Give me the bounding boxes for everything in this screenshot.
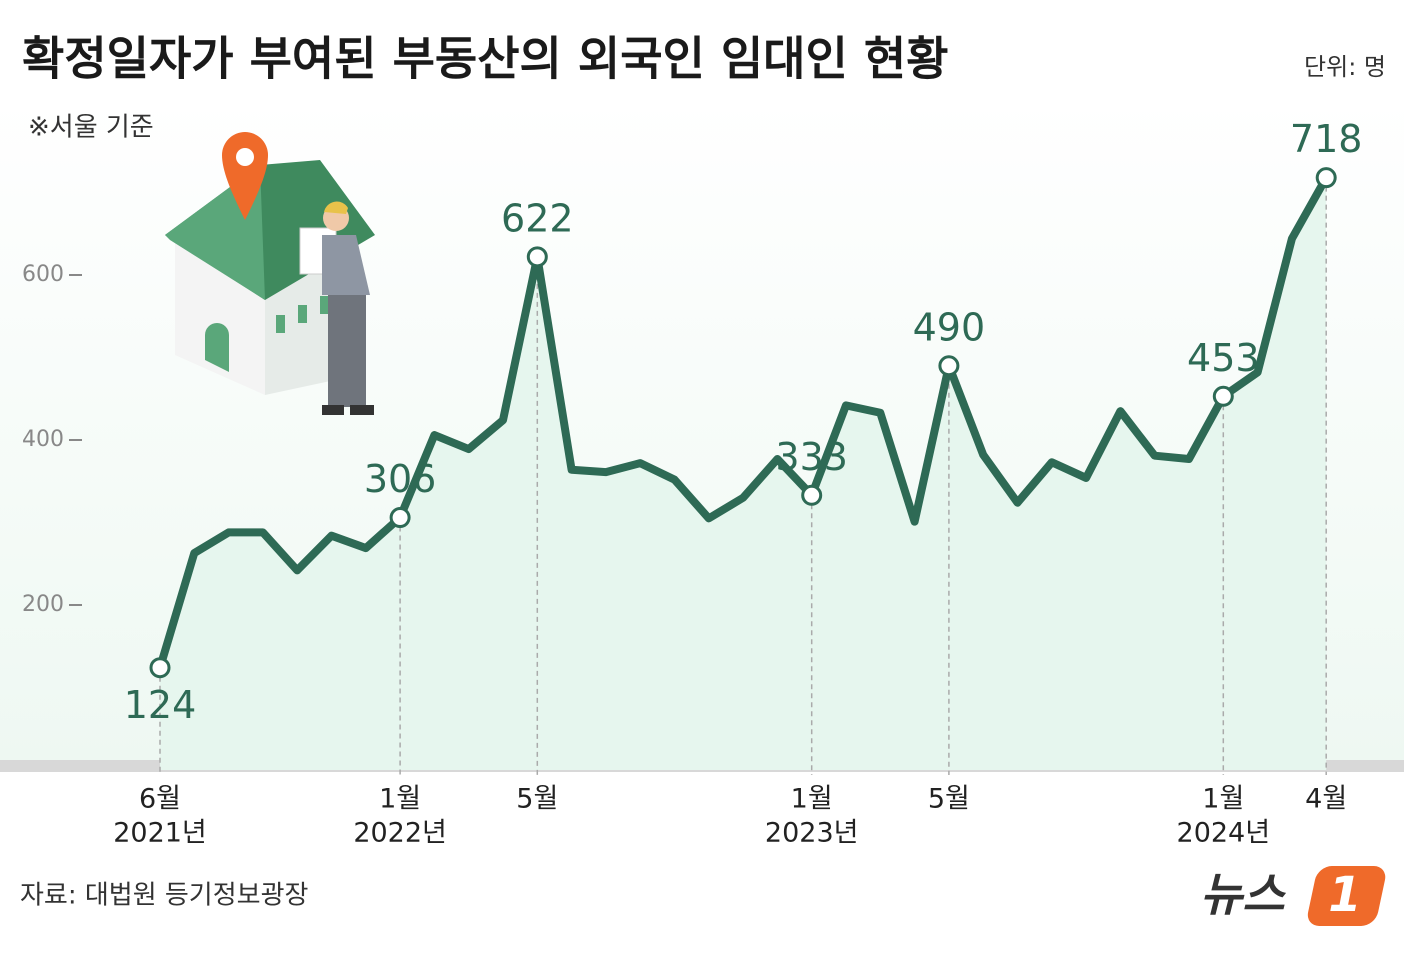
point-marker	[1212, 385, 1234, 407]
point-marker	[801, 484, 823, 506]
unit-note: 단위: 명	[1304, 53, 1386, 81]
logo: 뉴스 1	[1200, 866, 1386, 926]
x-tick-label: 1월	[379, 784, 421, 815]
x-tick-label: 5월	[516, 784, 558, 815]
x-tick-label: 4월	[1305, 784, 1347, 815]
x-tick-label: 5월	[928, 784, 970, 815]
chart-title: 확정일자가 부여된 부동산의 외국인 임대인 현황	[22, 32, 948, 86]
y-tick-label: 200	[22, 592, 64, 617]
x-year-label: 2021년	[113, 818, 207, 849]
point-marker	[938, 355, 960, 377]
x-tick-label: 1월	[791, 784, 833, 815]
data-label: 718	[1290, 117, 1363, 161]
data-label: 622	[501, 196, 574, 240]
x-year-label: 2023년	[765, 818, 859, 849]
logo-box	[1307, 866, 1386, 926]
logo-text: 뉴스	[1200, 868, 1286, 922]
source: 자료: 대법원 등기정보광장	[20, 881, 308, 911]
data-label: 490	[913, 305, 986, 349]
data-label: 453	[1187, 336, 1260, 380]
x-year-label: 2024년	[1177, 818, 1271, 849]
point-marker	[389, 507, 411, 529]
x-tick-label: 1월	[1202, 784, 1244, 815]
y-tick-label: 400	[22, 427, 64, 452]
scope-note: ※서울 기준	[28, 113, 154, 143]
data-label: 333	[775, 435, 848, 479]
house-illustration	[165, 132, 375, 415]
data-label: 124	[124, 683, 197, 727]
logo-number: 1	[1328, 867, 1361, 923]
point-marker	[149, 657, 171, 679]
data-label: 306	[364, 457, 437, 501]
point-marker	[1315, 167, 1337, 189]
y-tick-label: 600	[22, 262, 64, 287]
x-year-label: 2022년	[353, 818, 447, 849]
line	[156, 173, 1331, 672]
point-marker	[526, 246, 548, 268]
area	[160, 177, 1327, 770]
x-tick-label: 6월	[139, 784, 181, 815]
